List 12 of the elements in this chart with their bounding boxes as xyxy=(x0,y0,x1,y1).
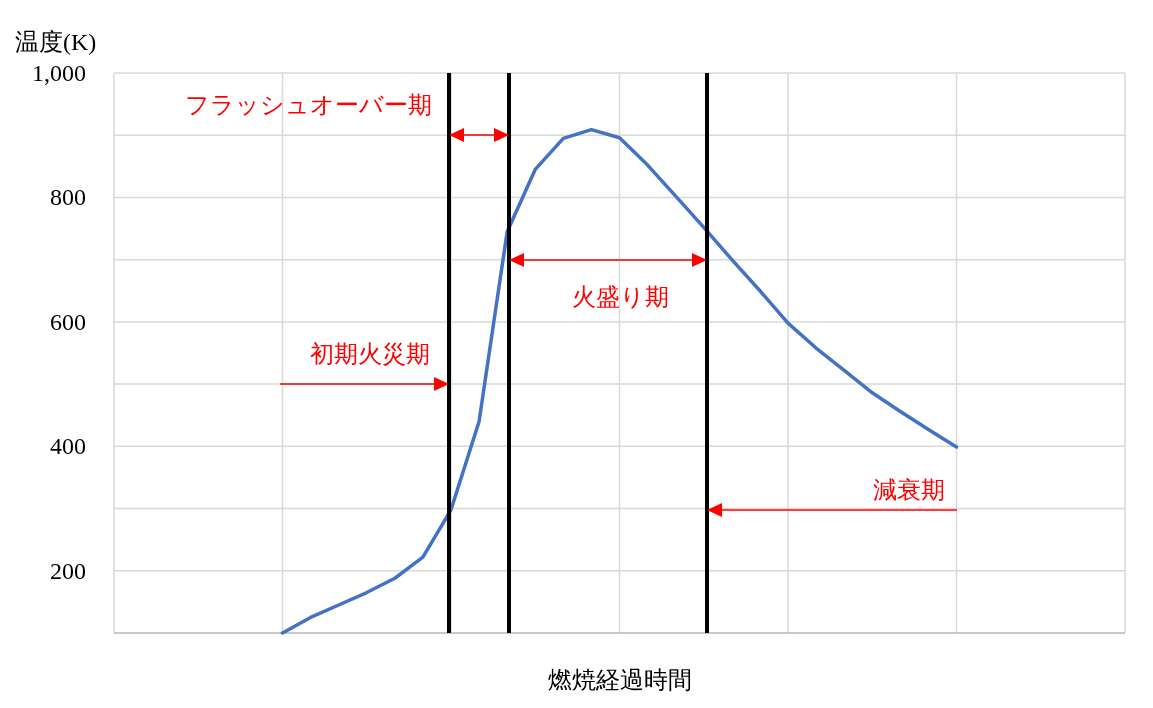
annotation: フラッシュオーバー期 xyxy=(185,92,432,118)
annotation: 火盛り期 xyxy=(571,284,669,310)
y-tick-label: 400 xyxy=(50,433,86,460)
y-axis-title: 温度(K) xyxy=(15,29,97,55)
y-tick-label: 800 xyxy=(50,184,86,211)
y-tick-label: 1,000 xyxy=(32,60,86,86)
line-series xyxy=(280,127,959,635)
y-tick-label: 600 xyxy=(50,308,86,335)
annotation: 減衰期 xyxy=(873,477,945,503)
y-tick-label: 200 xyxy=(50,557,86,584)
x-axis-title: 燃焼経過時間 xyxy=(547,667,692,693)
annotation: 初期火災期 xyxy=(310,341,430,367)
